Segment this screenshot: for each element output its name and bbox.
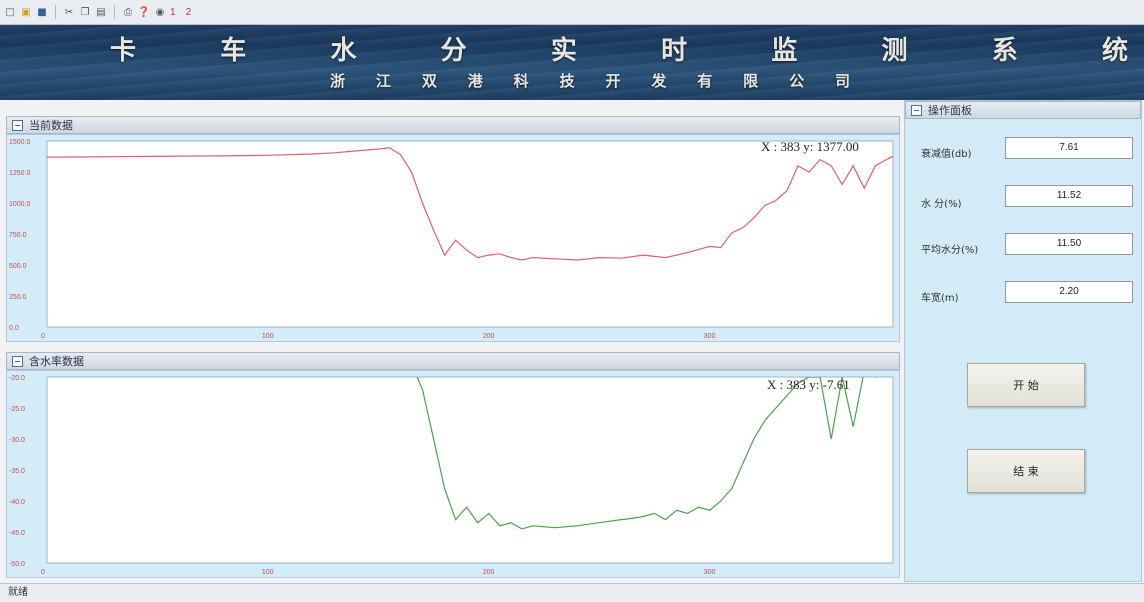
subtitle-char: 有 — [697, 72, 713, 90]
chart1-xtick-label: 0 — [41, 333, 45, 340]
chart1-ytick-label: 1250.0 — [9, 170, 31, 177]
app-subtitle: 浙 江 双 港 科 技 开 发 有 限 公 司 — [330, 70, 850, 91]
chart1-svg: 1500.0 1250.0 1000.0 750.0 500.0 250.0 0.0 0 100… — [9, 139, 894, 340]
toolbar-number-2[interactable]: 2 — [185, 6, 192, 18]
cut-icon[interactable]: ✂ — [64, 6, 74, 18]
title-char: 统 — [1101, 36, 1130, 66]
truck-width-field[interactable]: 2.20 — [1005, 281, 1133, 303]
title-char: 水 — [330, 36, 359, 66]
chart1-ytick-label: 500.0 — [9, 263, 27, 270]
chart1-ytick-label: 250.0 — [9, 294, 27, 301]
chart2-xtick-label: 200 — [483, 569, 495, 576]
copy-icon[interactable]: ❐ — [80, 6, 90, 18]
avg-moisture-label: 平均水分(%) — [921, 245, 979, 256]
subtitle-char: 限 — [743, 72, 759, 90]
chart1-plot-area — [46, 140, 894, 328]
chart2-ytick-label: -35.0 — [9, 468, 25, 475]
app-header: □ ▣ ■ ✂ ❐ ▤ ⎙ ❓ ◉ 1 2 卡 车 水 分 实 时 监 测 系 … — [0, 0, 1144, 100]
chart2-svg: -20.0 -25.0 -30.0 -35.0 -40.0 -45.0 -50.0 0 100 2… — [9, 375, 894, 576]
operation-panel-title: 操作面板 — [928, 104, 972, 117]
title-char: 分 — [440, 36, 469, 66]
truck-width-label: 车宽(m) — [921, 293, 959, 304]
chart1-ytick-label: 750.0 — [9, 232, 27, 239]
toolbar-separator — [114, 5, 115, 19]
collapse-icon[interactable] — [911, 104, 922, 116]
subtitle-char: 发 — [651, 72, 667, 90]
collapse-icon[interactable] — [12, 119, 23, 131]
subtitle-char: 司 — [834, 72, 850, 90]
title-char: 系 — [991, 36, 1020, 66]
save-icon[interactable]: ■ — [37, 6, 47, 18]
chart1-header: 当前数据 — [6, 116, 900, 134]
subtitle-char: 港 — [467, 72, 483, 90]
start-button[interactable]: 开 始 — [967, 363, 1085, 407]
toolbar-separator — [55, 5, 56, 19]
help-icon[interactable]: ❓ — [137, 6, 151, 18]
chart2-readout: X : 383 y: -7.61 — [767, 377, 850, 392]
toolbar-number-1[interactable]: 1 — [170, 6, 176, 18]
print-icon[interactable]: ⎙ — [124, 6, 132, 18]
subtitle-char: 浙 — [330, 72, 346, 90]
chart2-title: 含水率数据 — [29, 355, 84, 368]
chart1-xtick-label: 200 — [483, 333, 495, 340]
new-icon[interactable]: □ — [5, 6, 15, 18]
chart1-ytick-label: 0.0 — [9, 325, 19, 332]
app-title: 卡 车 水 分 实 时 监 测 系 统 — [110, 30, 1130, 67]
title-char: 测 — [881, 36, 910, 66]
subtitle-char: 科 — [513, 72, 529, 90]
status-bar: 就绪 — [0, 583, 1144, 601]
paste-icon[interactable]: ▤ — [96, 6, 106, 18]
chart1-series-line — [47, 147, 893, 261]
chart2-xtick-label: 300 — [704, 569, 716, 576]
moisture-field[interactable]: 11.52 — [1005, 185, 1133, 207]
toolbar: □ ▣ ■ ✂ ❐ ▤ ⎙ ❓ ◉ 1 2 — [0, 0, 1144, 25]
chart2-area: -20.0 -25.0 -30.0 -35.0 -40.0 -45.0 -50.0 0 100 2… — [6, 370, 900, 578]
title-char: 实 — [550, 36, 579, 66]
chart2-ytick-label: -45.0 — [9, 530, 25, 537]
operation-panel-header: 操作面板 — [905, 101, 1141, 119]
chart2-ytick-label: -20.0 — [9, 375, 25, 382]
chart2-ytick-label: -40.0 — [9, 499, 25, 506]
chart1-ytick-label: 1000.0 — [9, 201, 31, 208]
subtitle-char: 江 — [375, 72, 391, 90]
title-char: 车 — [220, 36, 249, 66]
chart2-ytick-label: -30.0 — [9, 437, 25, 444]
title-char: 卡 — [110, 36, 139, 66]
chart2-xtick-label: 100 — [262, 569, 274, 576]
chart2-ytick-label: -50.0 — [9, 561, 25, 568]
stop-button[interactable]: 结 束 — [967, 449, 1085, 493]
collapse-icon[interactable] — [12, 355, 23, 367]
moisture-label: 水 分(%) — [921, 199, 962, 210]
attenuation-field[interactable]: 7.61 — [1005, 137, 1133, 159]
title-char: 监 — [771, 36, 800, 66]
chart1-ytick-label: 1500.0 — [9, 139, 31, 146]
subtitle-char: 双 — [421, 72, 437, 90]
subtitle-char: 技 — [559, 72, 575, 90]
open-icon[interactable]: ▣ — [21, 6, 31, 18]
about-icon[interactable]: ◉ — [155, 6, 165, 18]
status-text: 就绪 — [8, 587, 28, 598]
operation-panel: 操作面板 衰减值(db) 7.61 水 分(%) 11.52 平均水分(%) 1… — [904, 100, 1142, 582]
chart1-xtick-label: 300 — [704, 333, 716, 340]
subtitle-char: 公 — [789, 72, 805, 90]
chart2-header: 含水率数据 — [6, 352, 900, 370]
chart1-readout: X : 383 y: 1377.00 — [761, 139, 859, 154]
attenuation-label: 衰减值(db) — [921, 149, 972, 160]
chart1-xtick-label: 100 — [262, 333, 274, 340]
chart2-series-line — [416, 377, 877, 530]
chart2-plot-area — [46, 376, 894, 564]
chart2-xtick-label: 0 — [41, 569, 45, 576]
subtitle-char: 开 — [605, 72, 621, 90]
chart1-area: 1500.0 1250.0 1000.0 750.0 500.0 250.0 0.0 0 100… — [6, 134, 900, 342]
chart2-ytick-label: -25.0 — [9, 406, 25, 413]
chart1-title: 当前数据 — [29, 119, 73, 132]
title-char: 时 — [661, 36, 690, 66]
avg-moisture-field[interactable]: 11.50 — [1005, 233, 1133, 255]
